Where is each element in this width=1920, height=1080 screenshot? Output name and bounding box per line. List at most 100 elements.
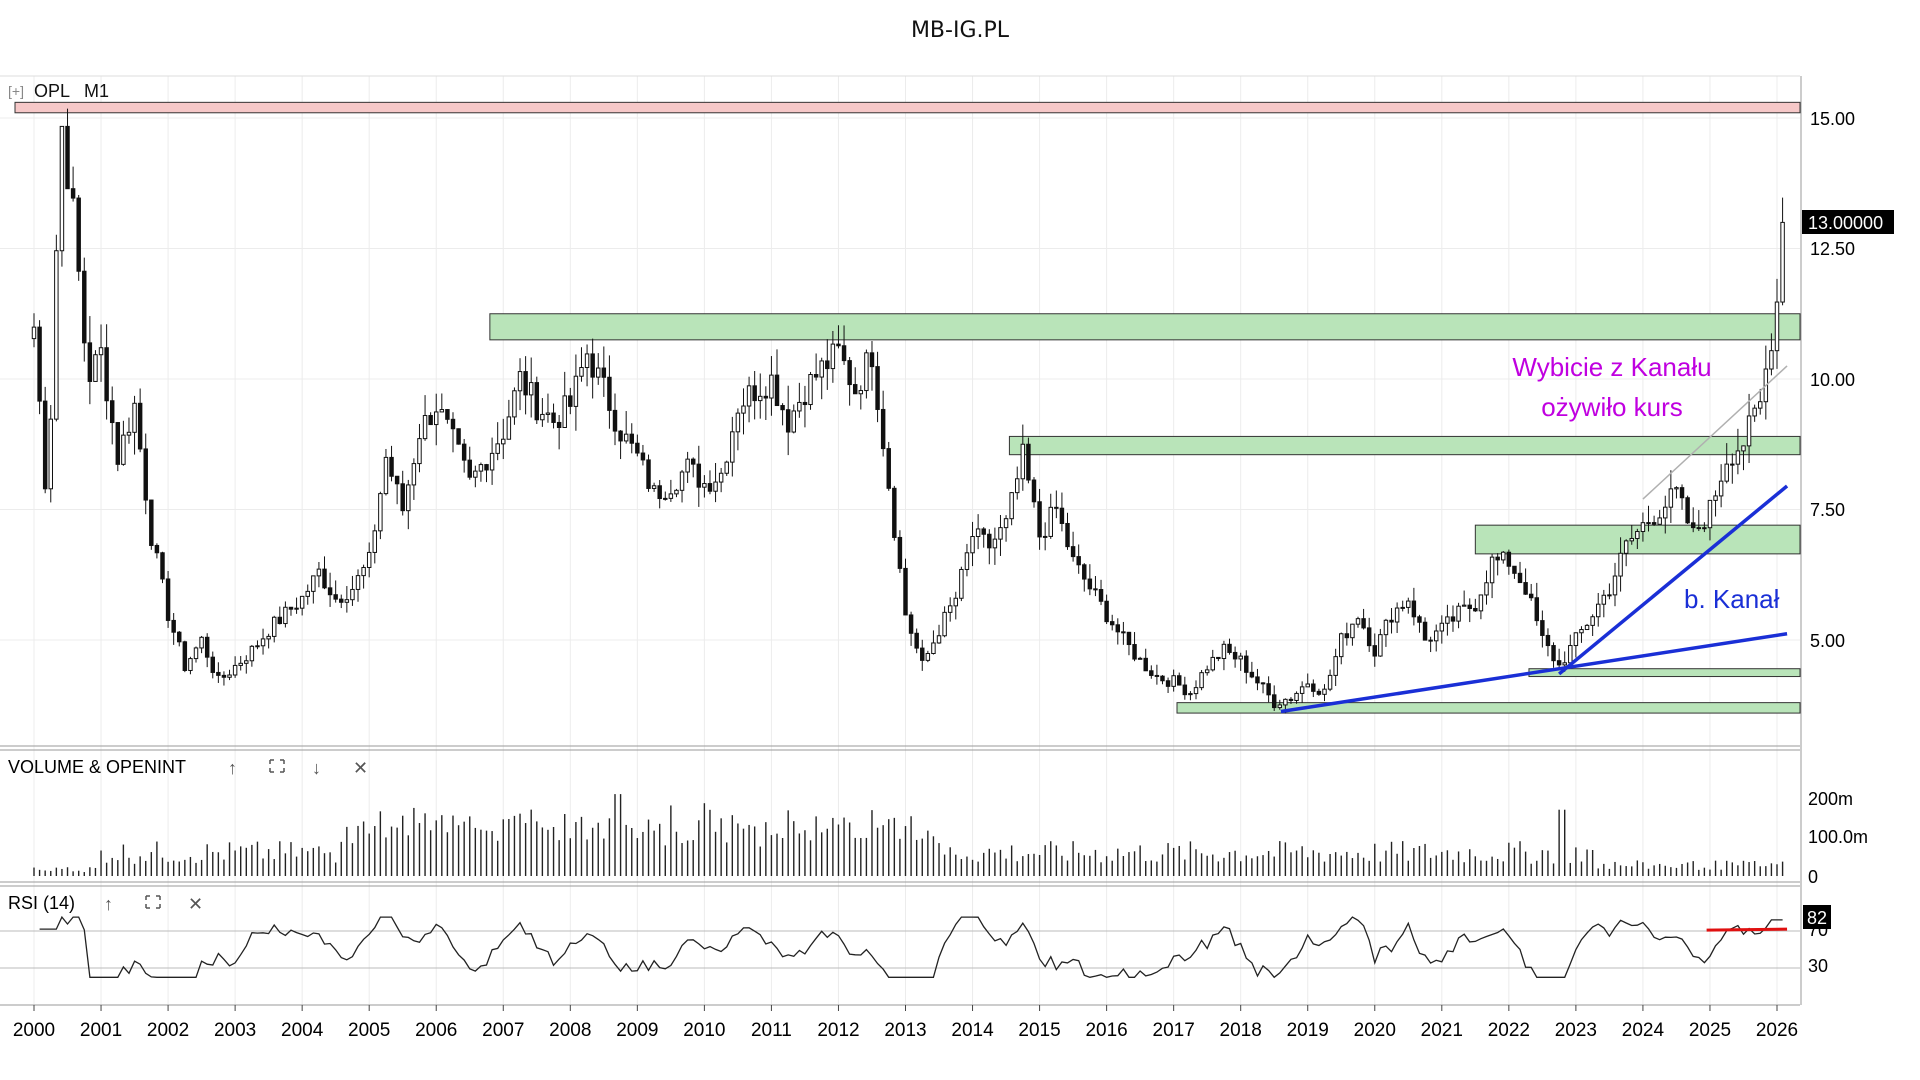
candle [1674, 487, 1679, 490]
candle [992, 538, 998, 549]
candle [987, 533, 992, 549]
candle [791, 410, 797, 433]
arrow-up-icon[interactable]: ↑ [104, 894, 113, 914]
candle [1249, 671, 1255, 678]
candle [1724, 463, 1729, 482]
candle [1646, 522, 1651, 525]
x-tick-label: 2020 [1354, 1020, 1396, 1041]
candle [1484, 582, 1489, 596]
candle [1316, 690, 1322, 695]
candle [322, 568, 327, 589]
candle [925, 653, 931, 661]
candle [936, 635, 942, 644]
candle [1098, 589, 1104, 602]
candle [339, 598, 344, 603]
candle [892, 487, 897, 538]
price-y-axis: 15.00 12.50 10.00 7.50 5.00 [1810, 109, 1855, 651]
candle [1054, 506, 1059, 509]
candle [188, 658, 193, 671]
candle [562, 395, 567, 428]
symbol-label: OPL [34, 81, 70, 101]
y-tick-label: 200m [1808, 789, 1853, 809]
candle [1199, 672, 1204, 689]
candle [1244, 655, 1249, 673]
candle [668, 493, 674, 499]
arrow-up-icon[interactable]: ↑ [228, 758, 237, 778]
candle [1042, 535, 1048, 538]
candle [506, 416, 512, 440]
candle [1238, 655, 1243, 660]
candle [1607, 594, 1612, 597]
candle [1193, 687, 1199, 695]
candle [109, 400, 115, 424]
channel-annotation: b. Kanał [1684, 584, 1780, 614]
candle [1528, 593, 1534, 599]
candle [646, 459, 651, 489]
candle [1752, 407, 1757, 417]
arrow-down-icon[interactable]: ↓ [312, 758, 321, 778]
candle [1266, 683, 1271, 696]
candle [87, 342, 93, 382]
breakout-guide-line [1642, 365, 1788, 500]
candle [1339, 633, 1344, 658]
candle [825, 360, 830, 370]
candle [260, 638, 266, 647]
candle [1355, 618, 1361, 625]
candle [1411, 600, 1417, 618]
close-icon[interactable]: ✕ [353, 758, 368, 778]
candle [394, 475, 400, 485]
candle [528, 382, 534, 396]
breakout-annotation-line2: ożywiło kurs [1541, 392, 1683, 422]
candle [1171, 675, 1176, 687]
candle [70, 188, 76, 199]
candle [160, 552, 165, 580]
support-zone [1008, 435, 1801, 456]
candle [1389, 619, 1394, 623]
timeframe-label: M1 [84, 81, 109, 101]
x-tick-label: 2016 [1085, 1020, 1127, 1041]
expand-icon[interactable]: [+] [8, 83, 24, 99]
candle [149, 499, 154, 546]
candle [752, 385, 757, 402]
candle [171, 619, 176, 633]
candle [1685, 497, 1690, 524]
candle [93, 354, 98, 382]
candle [1221, 643, 1227, 660]
candle [450, 418, 456, 430]
candle [311, 575, 316, 592]
candle [389, 456, 394, 477]
candle [847, 360, 852, 386]
candle [1445, 616, 1450, 624]
candle [1651, 522, 1657, 525]
price-panel[interactable] [0, 76, 1800, 746]
candle [216, 671, 221, 676]
candle [433, 411, 439, 426]
candle [1031, 479, 1037, 503]
candle [1277, 704, 1283, 709]
candle [1495, 556, 1500, 561]
candle [998, 527, 1003, 540]
candle [1232, 651, 1238, 660]
candle [456, 428, 461, 445]
candle [1143, 657, 1148, 672]
candle [1679, 487, 1685, 499]
candle [204, 636, 210, 658]
candle [199, 636, 204, 649]
candle [1590, 616, 1595, 626]
close-icon[interactable]: ✕ [188, 894, 203, 914]
candle [65, 125, 70, 190]
expand-icon[interactable] [269, 759, 285, 773]
candle [378, 493, 383, 532]
candle [1623, 540, 1629, 554]
candle [1154, 674, 1160, 677]
candle [1210, 656, 1215, 671]
candle [495, 443, 500, 454]
candle [947, 605, 953, 613]
x-tick-label: 2022 [1488, 1020, 1530, 1041]
candle [283, 606, 288, 625]
expand-icon[interactable] [145, 895, 161, 909]
candle [657, 485, 662, 500]
rsi-last-badge [1803, 905, 1831, 929]
candle [1288, 698, 1294, 701]
